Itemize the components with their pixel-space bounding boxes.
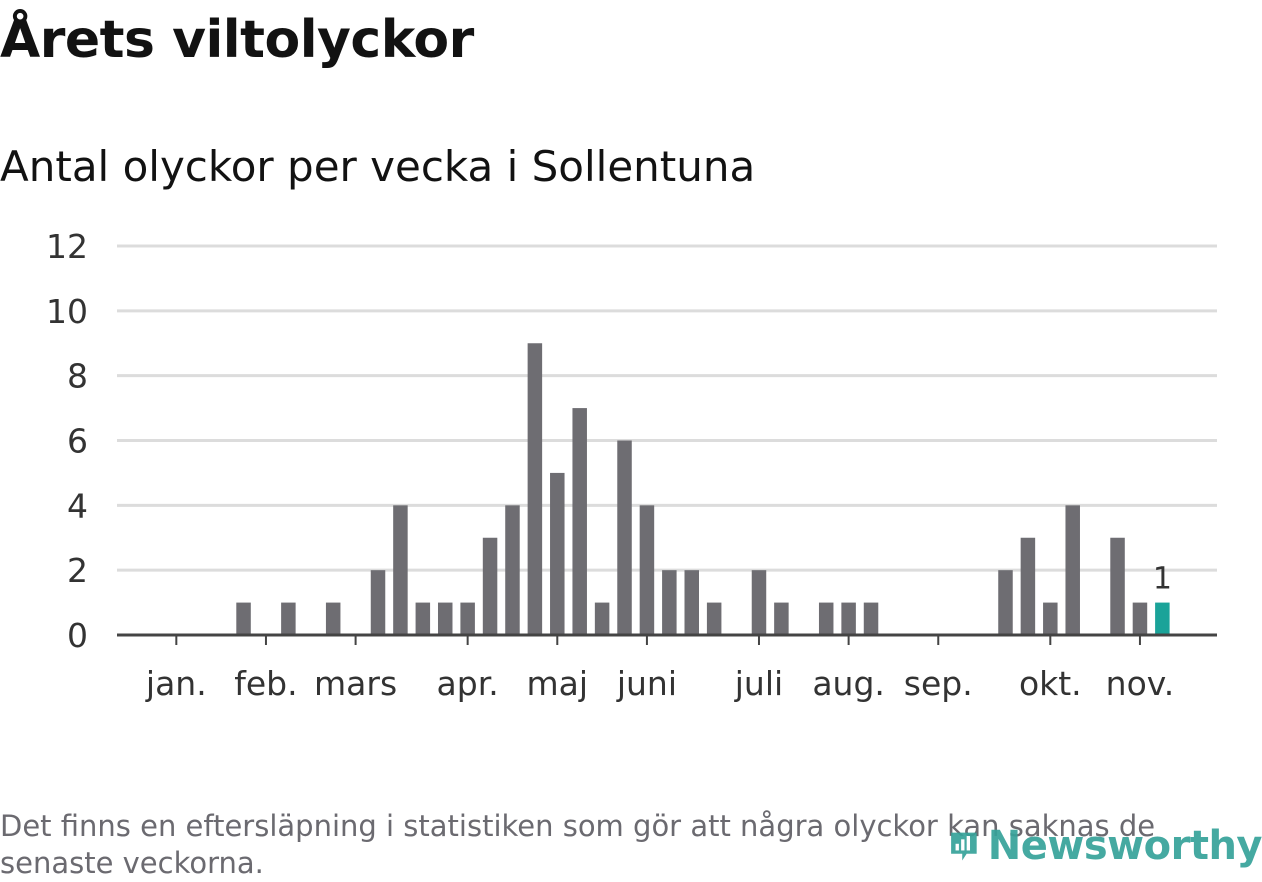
chart-title: Årets viltolyckor <box>0 10 474 70</box>
bar <box>527 343 543 635</box>
bar <box>236 602 251 635</box>
data-labels: 1 <box>1153 562 1172 597</box>
bar-current-week <box>1155 602 1170 635</box>
y-tick-label: 4 <box>67 486 88 525</box>
bar <box>1132 602 1148 635</box>
bar <box>1020 537 1036 635</box>
bar <box>863 602 879 635</box>
y-tick-label: 10 <box>46 292 88 331</box>
x-tick-label: nov. <box>1106 664 1175 703</box>
bar <box>841 602 856 635</box>
bar <box>550 472 565 635</box>
x-axis-ticks: jan. feb. mars apr. maj juni juli aug. sep. okt. n… <box>145 635 1174 703</box>
x-tick-label: maj <box>527 664 589 703</box>
x-tick-label: apr. <box>437 664 499 703</box>
y-tick-label: 6 <box>67 422 88 461</box>
bar <box>594 602 610 635</box>
bars <box>236 343 1170 635</box>
bar <box>774 602 789 635</box>
x-tick-label: feb. <box>234 664 297 703</box>
bar <box>706 602 722 635</box>
bar <box>505 505 520 635</box>
bar <box>393 505 408 635</box>
gridlines <box>117 244 1217 572</box>
bar <box>281 602 296 635</box>
x-tick-label: sep. <box>904 664 973 703</box>
y-axis-labels: 0 2 4 6 8 10 12 <box>46 227 88 655</box>
x-tick-label: aug. <box>812 664 885 703</box>
bar <box>325 602 341 635</box>
bar <box>1043 602 1058 635</box>
chart-subtitle: Antal olyckor per vecka i Sollentuna <box>0 142 756 191</box>
x-tick-label: juli <box>734 664 783 703</box>
x-tick-label: jan. <box>145 664 207 703</box>
bar <box>415 602 431 635</box>
bar <box>751 570 767 635</box>
bar <box>460 602 475 635</box>
y-tick-label: 12 <box>46 227 88 266</box>
newsworthy-logo: Newsworthy <box>950 812 1262 879</box>
bar <box>662 570 677 635</box>
bar-chart: 0 2 4 6 8 10 12 jan. feb. mars apr. maj juni juli aug… <box>46 227 1217 703</box>
data-label-current-week: 1 <box>1153 562 1172 597</box>
newsworthy-logo-text: Newsworthy <box>987 822 1262 869</box>
bar <box>482 537 498 635</box>
y-tick-label: 0 <box>67 616 88 655</box>
newsworthy-logo-icon <box>951 832 977 860</box>
x-tick-label: okt. <box>1019 664 1082 703</box>
y-tick-label: 2 <box>67 551 88 590</box>
bar <box>1110 537 1125 635</box>
bar <box>684 570 699 635</box>
bar <box>572 408 587 635</box>
bar <box>639 505 655 635</box>
bar <box>370 570 386 635</box>
x-tick-label: juni <box>616 664 677 703</box>
bar <box>998 570 1013 635</box>
bar <box>1065 505 1080 635</box>
x-tick-label: mars <box>314 664 397 703</box>
bar <box>617 440 632 635</box>
bar <box>818 602 834 635</box>
y-tick-label: 8 <box>67 357 88 396</box>
bar <box>437 602 453 635</box>
